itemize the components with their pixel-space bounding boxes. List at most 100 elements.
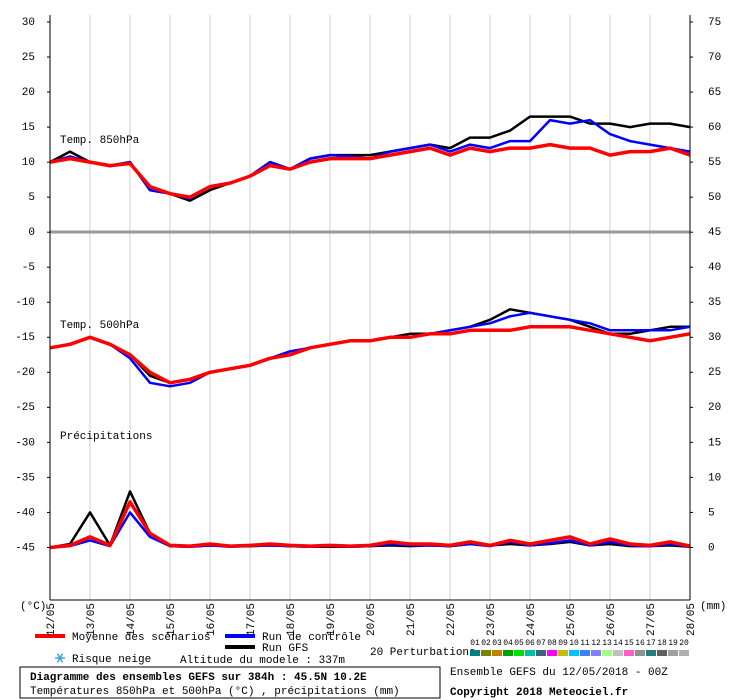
perturbation-name: 08 <box>547 639 557 648</box>
perturbation-swatch <box>591 650 601 656</box>
y-tick-label: 15 <box>22 122 35 134</box>
legend-label: Run GFS <box>262 643 309 655</box>
x-tick-label: 22/05 <box>446 603 458 636</box>
y-tick-label: 30 <box>22 17 35 29</box>
series-line <box>49 325 691 385</box>
perturbation-name: 09 <box>558 639 568 648</box>
perturbation-name: 19 <box>668 639 678 648</box>
perturbation-swatch <box>624 650 634 656</box>
perturbation-name: 15 <box>624 639 634 648</box>
perturbation-name: 12 <box>591 639 601 648</box>
x-tick-label: 15/05 <box>166 603 178 636</box>
y2-tick-label: 45 <box>708 227 721 239</box>
y2-tick-label: 25 <box>708 367 721 379</box>
x-tick-label: 20/05 <box>366 603 378 636</box>
perturbation-swatch <box>679 650 689 656</box>
legend-label: Moyenne des scénarios <box>72 632 211 644</box>
perturbation-name: 06 <box>525 639 535 648</box>
perturbation-name: 18 <box>657 639 667 648</box>
x-tick-label: 23/05 <box>486 603 498 636</box>
y-tick-label: -25 <box>15 402 35 414</box>
perturbation-name: 01 <box>470 639 480 648</box>
y2-tick-label: 70 <box>708 52 721 64</box>
y-tick-label: -20 <box>15 367 35 379</box>
perturbation-name: 20 <box>679 639 689 648</box>
x-tick-label: 16/05 <box>206 603 218 636</box>
series-line <box>49 142 691 199</box>
perturbations-label: 20 Perturbations <box>370 647 476 659</box>
perturbation-swatch <box>569 650 579 656</box>
lines <box>49 115 691 550</box>
grid <box>49 15 691 600</box>
y2-tick-label: 40 <box>708 262 721 274</box>
perturbation-name: 04 <box>503 639 513 648</box>
y-tick-label: -45 <box>15 542 35 554</box>
y-tick-label: 10 <box>22 157 35 169</box>
perturbation-swatch <box>503 650 513 656</box>
x-tick-label: 13/05 <box>86 603 98 636</box>
perturbation-legend: 01 02 03 04 05 06 07 08 09 10 11 12 13 14 15 16 17 18 19 20 <box>470 639 689 656</box>
series-line <box>49 500 691 550</box>
title-box <box>19 666 441 699</box>
x-tick-label: 21/05 <box>406 603 418 636</box>
snow-icon <box>55 653 65 663</box>
x-tick-label: 24/05 <box>526 603 538 636</box>
y2-tick-label: 5 <box>708 507 715 519</box>
y2-tick-label: 15 <box>708 437 721 449</box>
perturbation-swatch <box>668 650 678 656</box>
chart-subtitle: Températures 850hPa et 500hPa (°C) , pré… <box>30 686 400 698</box>
y2-tick-label: 20 <box>708 402 721 414</box>
legend-label: Run de contrôle <box>262 632 361 644</box>
perturbation-name: 11 <box>580 639 590 648</box>
x-tick-label: 19/05 <box>326 603 338 636</box>
perturbation-swatch <box>602 650 612 656</box>
perturbation-swatch <box>536 650 546 656</box>
perturbation-name: 07 <box>536 639 546 648</box>
y-tick-label: -5 <box>22 262 35 274</box>
snow-label: Risque neige <box>72 654 151 666</box>
y-tick-label: 25 <box>22 52 35 64</box>
perturbation-swatch <box>525 650 535 656</box>
perturbation-name: 14 <box>613 639 623 648</box>
perturbation-swatch <box>580 650 590 656</box>
chart-title: Diagramme des ensembles GEFS sur 384h : … <box>30 672 367 684</box>
x-tick-label: 17/05 <box>246 603 258 636</box>
y2-tick-label: 65 <box>708 87 721 99</box>
y2-tick-label: 50 <box>708 192 721 204</box>
y2-tick-label: 75 <box>708 17 721 29</box>
panel-label: Temp. 500hPa <box>60 320 140 332</box>
x-tick-label: 28/05 <box>686 603 698 636</box>
altitude-label: Altitude du modele : 337m <box>180 655 345 667</box>
y-tick-label: -10 <box>15 297 35 309</box>
y-axis-label: (°C) <box>20 601 46 613</box>
perturbation-name: 16 <box>635 639 645 648</box>
perturbation-swatch <box>547 650 557 656</box>
y2-tick-label: 0 <box>708 542 715 554</box>
y-tick-label: 20 <box>22 87 35 99</box>
y2-axis-label: (mm) <box>700 601 726 613</box>
panel-label: Précipitations <box>60 431 152 443</box>
panel-label: Temp. 850hPa <box>60 135 140 147</box>
x-tick-label: 25/05 <box>566 603 578 636</box>
y2-tick-label: 30 <box>708 332 721 344</box>
y-tick-label: 5 <box>28 192 35 204</box>
y2-tick-label: 35 <box>708 297 721 309</box>
y-tick-label: -40 <box>15 507 35 519</box>
perturbation-swatch <box>613 650 623 656</box>
x-tick-label: 26/05 <box>606 603 618 636</box>
y2-tick-label: 60 <box>708 122 721 134</box>
y-tick-label: -15 <box>15 332 35 344</box>
y-tick-label: -35 <box>15 472 35 484</box>
run-label: Ensemble GEFS du 12/05/2018 - 00Z <box>450 667 668 679</box>
perturbation-name: 05 <box>514 639 524 648</box>
perturbation-swatch <box>558 650 568 656</box>
perturbation-swatch <box>635 650 645 656</box>
perturbation-name: 03 <box>492 639 502 648</box>
x-tick-label: 18/05 <box>286 603 298 636</box>
y2-tick-label: 10 <box>708 472 721 484</box>
perturbation-swatch <box>492 650 502 656</box>
x-tick-label: 14/05 <box>126 603 138 636</box>
perturbation-name: 10 <box>569 639 579 648</box>
perturbation-name: 13 <box>602 639 612 648</box>
